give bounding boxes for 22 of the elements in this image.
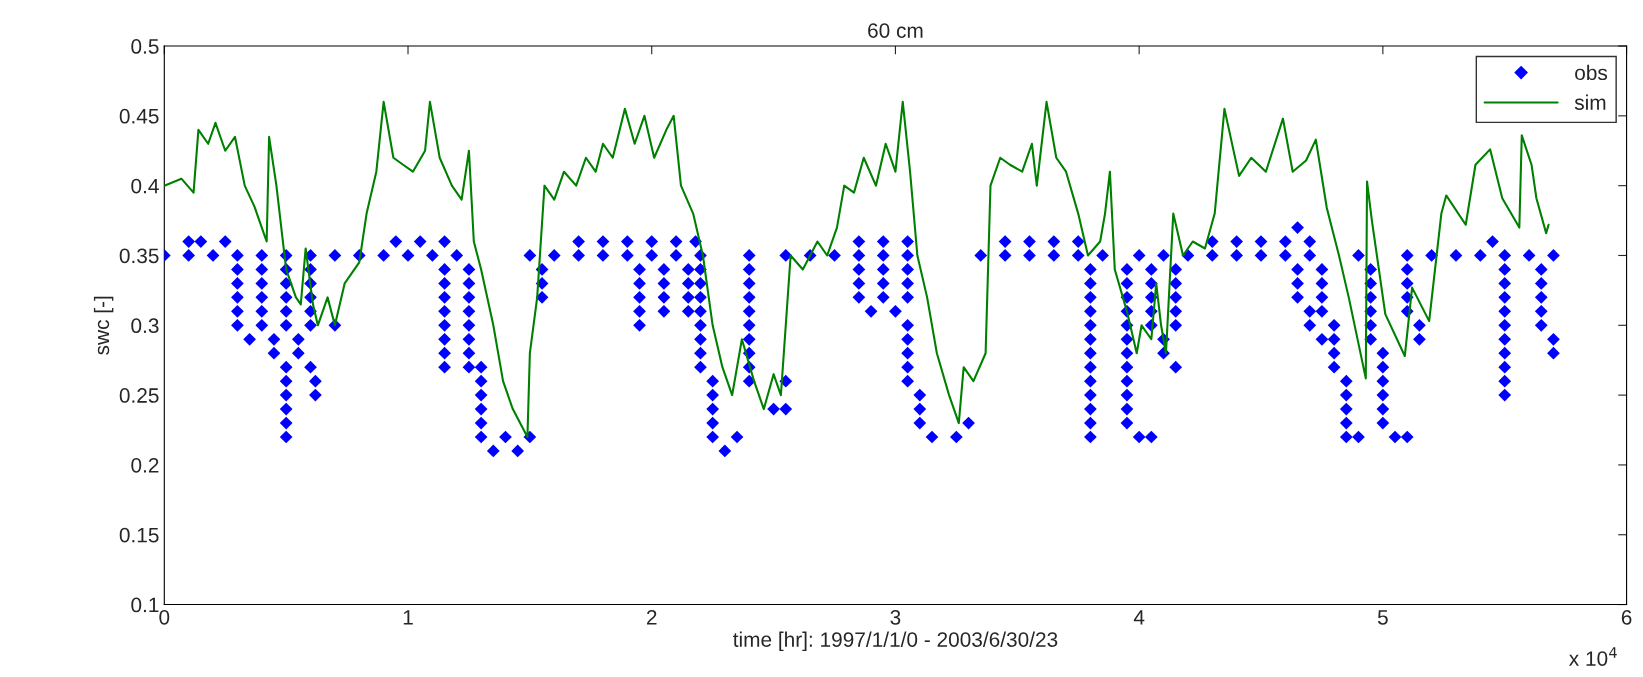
y-tick-label: 0.4 (131, 178, 159, 194)
y-tick-label: 0.35 (119, 248, 159, 264)
legend-label: obs (1575, 64, 1608, 81)
x-tick-label: 2 (646, 609, 657, 625)
y-tick-label: 0.15 (119, 527, 159, 543)
x-tick-label: 5 (1377, 610, 1388, 625)
x-tick-label: 1 (403, 610, 413, 625)
y-axis-title: swc [-] (93, 296, 114, 355)
x-axis-title: time [hr]: 1997/1/1/0 - 2003/6/30/23 (733, 631, 1058, 652)
y-tick-label: 0.1 (131, 597, 159, 613)
text: x 10$^{4}$ (1569, 647, 1617, 666)
y-tick-label: 0.25 (119, 388, 159, 403)
chart-title: 60 cm (868, 23, 923, 38)
y-tick-label: 0.3 (131, 318, 159, 334)
x-tick-label: 6 (1621, 609, 1632, 625)
y-tick-label: 0.5 (131, 39, 159, 54)
x-tick-label: 0 (159, 609, 170, 625)
legend-label: sim (1574, 94, 1606, 110)
y-tick-label: 0.45 (119, 108, 159, 124)
x-tick-label: 3 (890, 609, 901, 625)
x-tick-label: 4 (1133, 610, 1145, 625)
y-tick-label: 0.2 (131, 457, 159, 473)
